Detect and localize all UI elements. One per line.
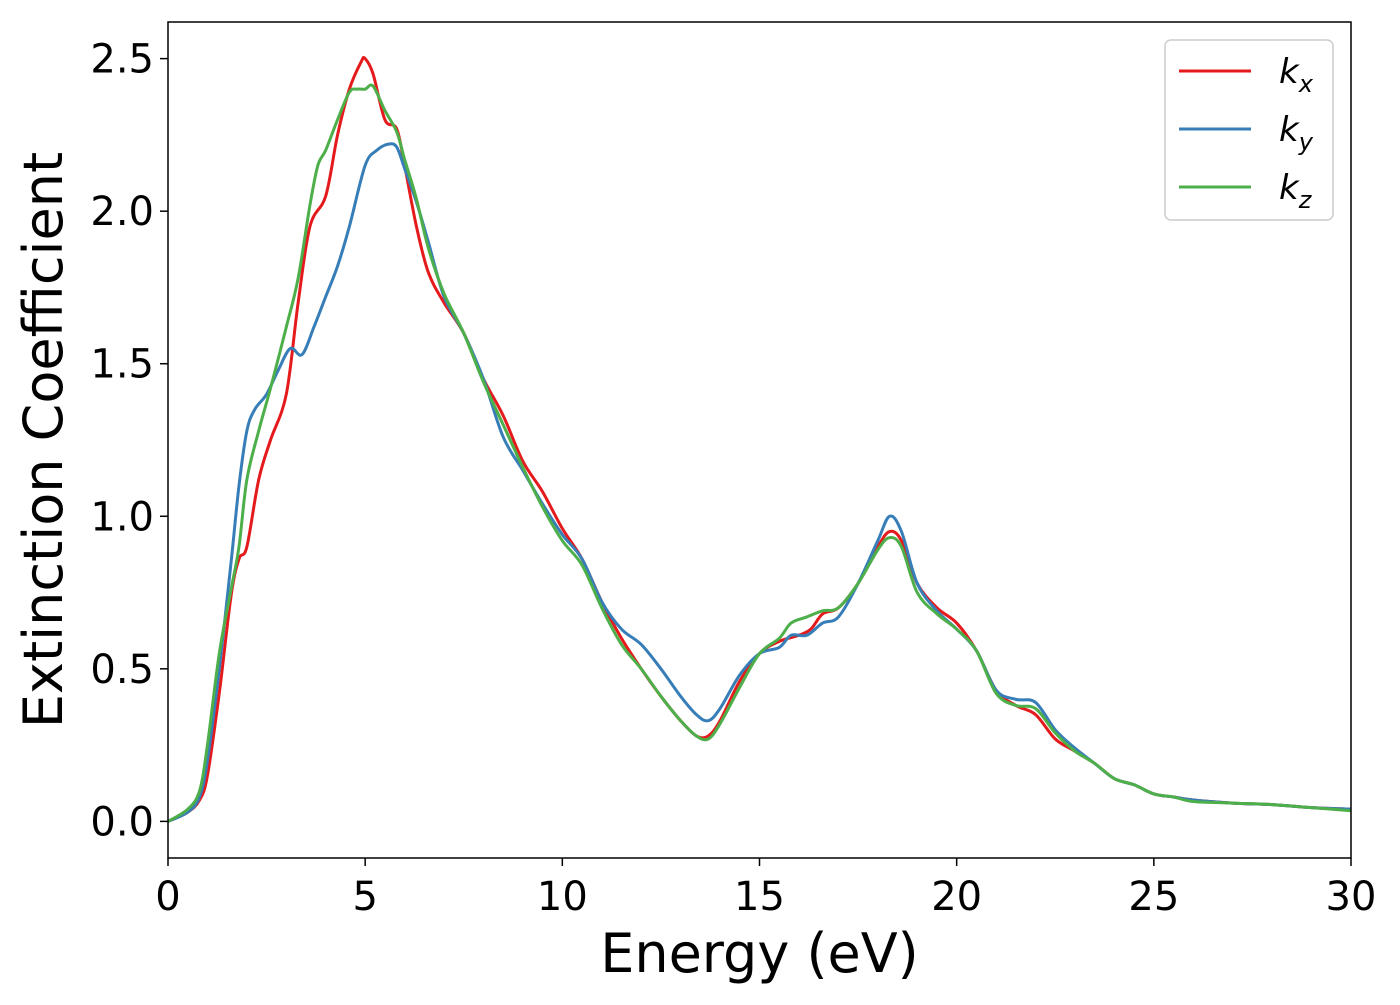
legend-label-y: ky [1279, 110, 1314, 156]
legend-label-x: kx [1279, 52, 1314, 98]
x-tick-label: 15 [734, 874, 785, 920]
series-line-z [168, 83, 1351, 823]
y-axis: 0.0 0.5 1.0 1.5 2.0 2.5 [90, 37, 168, 845]
legend-label-base: k [1279, 110, 1300, 150]
legend-label-subscript: x [1298, 70, 1314, 98]
x-tick-label: 0 [155, 874, 180, 920]
y-tick-label: 2.0 [90, 189, 154, 235]
legend-label-subscript: z [1298, 186, 1313, 214]
legend-label-base: k [1279, 168, 1300, 208]
legend-label-z: kz [1279, 168, 1313, 214]
x-tick-label: 30 [1326, 874, 1377, 920]
x-tick-label: 10 [537, 874, 588, 920]
y-tick-label: 1.5 [90, 342, 154, 388]
y-tick-label: 2.5 [90, 37, 154, 83]
x-axis: 0 5 10 15 20 25 30 [155, 858, 1376, 920]
x-tick-label: 20 [931, 874, 982, 920]
y-axis-title: Extinction Coefficient [12, 152, 75, 728]
series-line-y [168, 142, 1351, 823]
legend-label-subscript: y [1298, 128, 1314, 156]
x-tick-label: 25 [1128, 874, 1179, 920]
series-layer [168, 55, 1351, 823]
x-axis-title: Energy (eV) [600, 922, 919, 985]
y-tick-label: 1.0 [90, 494, 154, 540]
legend-label-base: k [1279, 52, 1300, 92]
y-tick-label: 0.0 [90, 799, 154, 845]
y-tick-label: 0.5 [90, 647, 154, 693]
x-tick-label: 5 [352, 874, 377, 920]
